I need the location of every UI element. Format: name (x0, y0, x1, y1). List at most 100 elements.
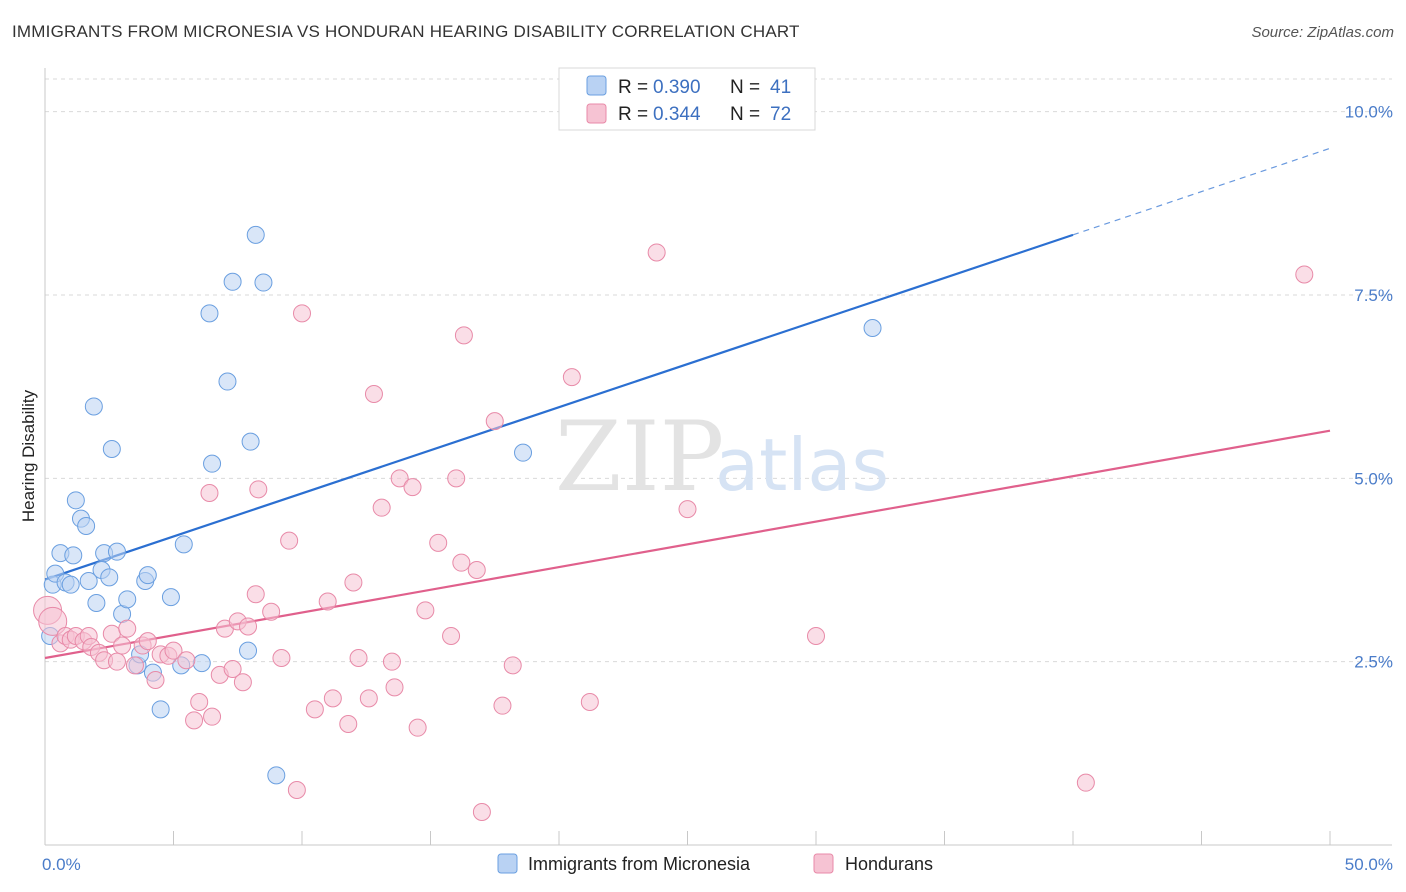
honduran-point (125, 656, 144, 675)
bottom-legend-swatch-micronesia (497, 853, 518, 874)
micronesia-point (192, 654, 211, 673)
legend-r-label-1: R = (618, 77, 648, 98)
legend-r-value-1: 0.390 (653, 77, 701, 98)
honduran-point (138, 632, 157, 651)
micronesia-point (161, 588, 180, 607)
honduran-point (429, 533, 448, 552)
legend-r-label-2: R = (618, 104, 648, 125)
honduran-point (1076, 773, 1095, 792)
honduran-point (200, 484, 219, 502)
legend-swatch-micronesia (586, 75, 607, 96)
micronesia-trend-line (44, 233, 1074, 581)
honduran-point (272, 649, 291, 667)
honduran-point (442, 627, 461, 645)
micronesia-point (174, 535, 193, 554)
honduran-point (113, 636, 132, 655)
x-tick-label-max: 50.0% (1345, 855, 1393, 874)
micronesia-point (77, 517, 96, 535)
legend-n-value-1: 41 (770, 77, 791, 98)
honduran-point (107, 652, 126, 671)
honduran-point (493, 696, 512, 715)
micronesia-point (200, 304, 219, 323)
honduran-point (807, 627, 825, 645)
source-label: Source: ZipAtlas.com (1251, 24, 1394, 41)
bottom-legend-label-hondurans: Hondurans (845, 854, 933, 874)
micronesia-point (254, 273, 273, 292)
legend-r-value-2: 0.344 (653, 104, 701, 125)
micronesia-point (203, 454, 222, 473)
micronesia-point (79, 572, 98, 590)
honduran-point (305, 700, 324, 719)
legend-n-value-2: 72 (770, 104, 791, 125)
chart-title: IMMIGRANTS FROM MICRONESIA VS HONDURAN H… (12, 22, 800, 41)
honduran-point (239, 617, 258, 636)
honduran-point (372, 498, 391, 517)
honduran-point (233, 673, 252, 692)
y-tick-label: 2.5% (1354, 653, 1393, 672)
honduran-point (359, 689, 378, 708)
honduran-point (408, 718, 427, 737)
y-tick-label: 10.0% (1345, 103, 1393, 122)
honduran-point (390, 469, 409, 488)
micronesia-point (239, 641, 258, 660)
micronesia-point (64, 546, 83, 565)
honduran-point (467, 561, 486, 579)
bottom-legend-swatch-hondurans (813, 853, 834, 874)
honduran-point (385, 678, 404, 697)
watermark-atlas: atlas (715, 423, 889, 507)
honduran-point (647, 243, 666, 262)
micronesia-point (84, 397, 103, 416)
micronesia-point (151, 700, 170, 719)
honduran-point (223, 660, 242, 678)
honduran-point (249, 480, 268, 499)
honduran-point (416, 601, 435, 620)
micronesia-point (138, 566, 157, 585)
honduran-point (146, 671, 165, 689)
honduran-point (382, 652, 401, 671)
micronesia-trend-extension (1072, 147, 1331, 236)
micronesia-point (61, 575, 80, 594)
honduran-point (280, 531, 299, 550)
micronesia-point (87, 594, 106, 612)
honduran-trend-line (44, 429, 1331, 660)
micronesia-point (514, 443, 533, 462)
legend-swatch-hondurans (586, 103, 607, 124)
y-tick-label: 7.5% (1354, 286, 1393, 305)
honduran-point (318, 592, 337, 611)
honduran-point (503, 656, 522, 675)
data-points (33, 225, 1314, 821)
honduran-point (580, 693, 599, 711)
grid-lines (45, 78, 1392, 663)
axes (44, 68, 1392, 846)
honduran-point (678, 500, 697, 519)
honduran-point (118, 619, 137, 638)
honduran-point (472, 803, 491, 821)
micronesia-point (66, 491, 85, 510)
honduran-point (246, 585, 265, 604)
honduran-point (349, 649, 368, 667)
y-axis-title: Hearing Disability (19, 389, 38, 522)
x-tick-label-min: 0.0% (42, 855, 81, 874)
micronesia-point (223, 272, 242, 291)
honduran-point (293, 304, 311, 323)
honduran-point (323, 689, 342, 708)
watermark: ZIP atlas (555, 401, 889, 513)
honduran-point (164, 641, 183, 660)
legend-n-label-1: N = (730, 77, 760, 98)
micronesia-point (267, 766, 286, 785)
trend-lines (44, 147, 1331, 660)
tick-labels: 2.5% 5.0% 7.5% 10.0% 0.0% 50.0% (42, 103, 1393, 874)
honduran-point (562, 368, 581, 387)
honduran-point (452, 553, 471, 572)
honduran-point (203, 707, 222, 726)
micronesia-point (118, 590, 137, 609)
micronesia-point (100, 568, 119, 587)
micronesia-point (102, 440, 121, 458)
honduran-point (364, 385, 383, 403)
honduran-point (1295, 265, 1314, 284)
honduran-point (344, 573, 363, 592)
honduran-point (190, 693, 209, 711)
honduran-point (485, 412, 504, 431)
honduran-point (339, 715, 358, 733)
